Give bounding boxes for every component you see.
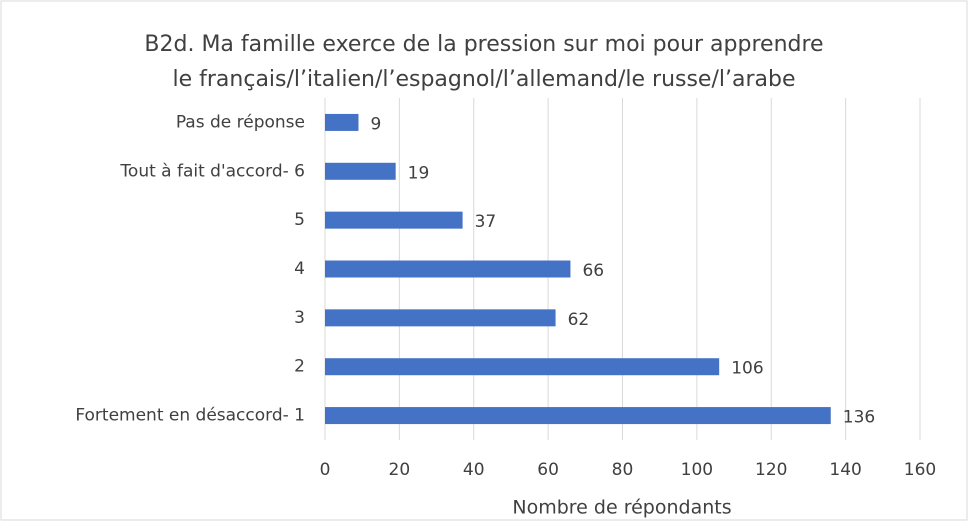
data-label: 136 (843, 408, 875, 428)
chart-title: B2d. Ma famille exerce de la pression su… (144, 32, 823, 57)
bar (325, 260, 571, 278)
bar (325, 309, 556, 327)
data-label: 37 (475, 212, 497, 232)
data-label: 66 (582, 261, 604, 281)
x-tick-label: 100 (681, 460, 713, 480)
chart-title: le français/l’italien/l’espagnol/l’allem… (173, 67, 796, 92)
x-tick-label: 140 (829, 460, 861, 480)
bar (325, 162, 396, 180)
x-tick-label: 20 (389, 460, 411, 480)
bar (325, 358, 720, 376)
y-tick-label: 4 (294, 259, 305, 279)
x-tick-label: 0 (320, 460, 331, 480)
y-tick-label: 5 (294, 210, 305, 230)
y-tick-label: Pas de réponse (176, 112, 305, 132)
x-tick-label: 160 (904, 460, 936, 480)
x-tick-label: 60 (537, 460, 559, 480)
data-label: 106 (731, 359, 763, 379)
bar (325, 407, 831, 425)
bar (325, 113, 359, 131)
y-tick-label: 2 (294, 357, 305, 377)
y-tick-label: 3 (294, 308, 305, 328)
x-tick-label: 40 (463, 460, 485, 480)
x-axis-title: Nombre de répondants (512, 497, 731, 519)
x-tick-label: 120 (755, 460, 787, 480)
data-label: 62 (568, 310, 590, 330)
x-tick-label: 80 (612, 460, 634, 480)
y-tick-label: Fortement en désaccord- 1 (75, 406, 305, 426)
y-tick-label: Tout à fait d'accord- 6 (119, 161, 305, 181)
data-label: 9 (370, 114, 381, 134)
bar (325, 211, 463, 229)
data-label: 19 (408, 163, 430, 183)
